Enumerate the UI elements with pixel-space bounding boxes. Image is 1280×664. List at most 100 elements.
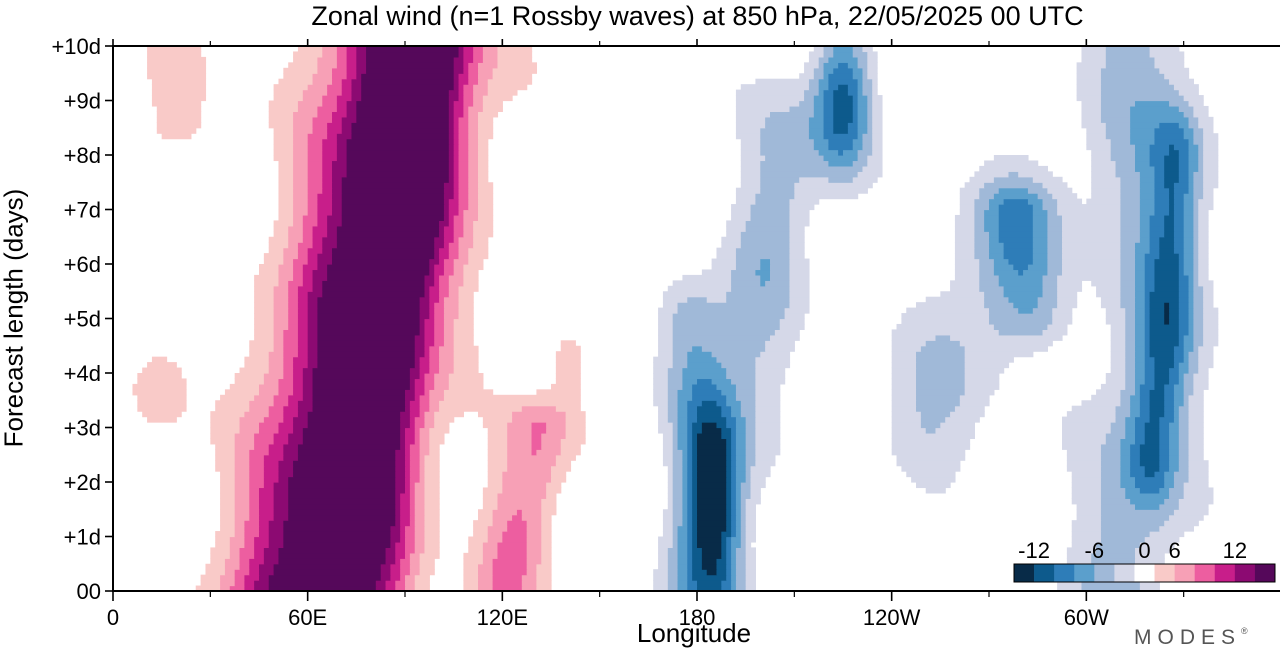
heatmap-cell (1057, 302, 1078, 309)
heatmap-cell (1193, 323, 1204, 330)
heatmap-cell (229, 541, 245, 548)
heatmap-cell (346, 155, 450, 162)
heatmap-cell (745, 476, 752, 483)
heatmap-cell (672, 498, 683, 505)
heatmap-cell (867, 122, 873, 129)
heatmap-cell (979, 280, 1000, 287)
heatmap-cell (482, 552, 499, 559)
heatmap-cell (658, 563, 669, 570)
heatmap-cell (346, 165, 450, 172)
heatmap-cell (293, 182, 309, 189)
heatmap-cell (682, 492, 688, 499)
heatmap-cell (721, 242, 742, 249)
heatmap-cell (507, 438, 533, 445)
heatmap-cell (906, 307, 990, 314)
heatmap-cell (1154, 383, 1165, 390)
heatmap-cell (916, 389, 966, 396)
heatmap-cell (1100, 460, 1121, 467)
heatmap-cell (750, 214, 791, 221)
heatmap-cell (307, 182, 323, 189)
heatmap-cell (429, 258, 440, 265)
heatmap-cell (443, 389, 494, 396)
heatmap-cell (682, 509, 688, 516)
heatmap-cell (1154, 258, 1180, 265)
heatmap-cell (453, 214, 464, 221)
heatmap-cell (735, 89, 805, 96)
heatmap-cell (1183, 492, 1214, 499)
heatmap-cell (721, 236, 742, 243)
heatmap-cell (726, 558, 732, 565)
heatmap-cell (1135, 552, 1165, 559)
heatmap-cell (1139, 449, 1160, 456)
heatmap-cell (1125, 313, 1136, 320)
heatmap-cell (1135, 383, 1141, 390)
heatmap-cell (434, 411, 464, 418)
heatmap-cell (215, 531, 236, 538)
heatmap-cell (1203, 323, 1219, 330)
heatmap-cell (336, 56, 348, 63)
heatmap-cell (1100, 492, 1126, 499)
heatmap-cell (487, 78, 533, 85)
heatmap-cell (302, 367, 314, 374)
chart-title: Zonal wind (n=1 Rossby waves) at 850 hPa… (311, 1, 1084, 31)
heatmap-cell (565, 411, 586, 418)
heatmap-cell (692, 536, 698, 543)
heatmap-cell (346, 171, 450, 178)
heatmap-cell (273, 291, 289, 298)
heatmap-cell (366, 67, 455, 74)
heatmap-cell (492, 558, 528, 565)
heatmap-cell (818, 84, 829, 91)
heatmap-cell (526, 552, 542, 559)
heatmap-cell (672, 531, 679, 538)
heatmap-cell (726, 394, 737, 401)
heatmap-cell (872, 149, 883, 156)
heatmap-cell (1149, 351, 1175, 358)
heatmap-cell (789, 214, 810, 221)
heatmap-cell (1198, 362, 1214, 369)
heatmap-cell (847, 62, 859, 69)
heatmap-cell (560, 340, 576, 347)
heatmap-cell (755, 460, 776, 467)
heatmap-cell (901, 318, 990, 325)
heatmap-cell (1188, 351, 1199, 358)
heatmap-cell (1071, 405, 1117, 412)
heatmap-cell (307, 138, 323, 145)
heatmap-cell (1130, 105, 1180, 112)
heatmap-cell (419, 460, 426, 467)
heatmap-cell (453, 367, 479, 374)
heatmap-cell (721, 536, 727, 543)
heatmap-cell (405, 454, 411, 461)
heatmap-cell (667, 563, 679, 570)
heatmap-cell (1120, 400, 1131, 407)
heatmap-cell (667, 373, 683, 380)
heatmap-cell (458, 313, 474, 320)
heatmap-cell (259, 563, 275, 570)
heatmap-cell (322, 187, 333, 194)
heatmap-cell (453, 105, 464, 112)
heatmap-cell (478, 155, 489, 162)
heatmap-cell (536, 580, 552, 587)
heatmap-cell (959, 209, 975, 216)
heatmap-cell (453, 155, 460, 162)
heatmap-cell (1154, 165, 1165, 172)
heatmap-cell (735, 432, 747, 439)
heatmap-cell (468, 541, 484, 548)
heatmap-cell (1183, 378, 1194, 385)
heatmap-cell (215, 449, 236, 456)
heatmap-cell (823, 100, 834, 107)
heatmap-cell (687, 471, 693, 478)
heatmap-cell (356, 51, 367, 58)
heatmap-cell (478, 138, 489, 145)
heatmap-cell (823, 46, 834, 53)
heatmap-cell (341, 187, 445, 194)
heatmap-cell (356, 62, 367, 69)
heatmap-cell (458, 51, 464, 58)
heatmap-cell (1178, 465, 1190, 472)
heatmap-cell (920, 416, 946, 423)
heatmap-cell (473, 95, 484, 102)
heatmap-cell (400, 514, 411, 521)
heatmap-cell (735, 122, 766, 129)
heatmap-cell (1149, 225, 1165, 232)
heatmap-cell (288, 514, 396, 521)
heatmap-cell (317, 334, 416, 341)
